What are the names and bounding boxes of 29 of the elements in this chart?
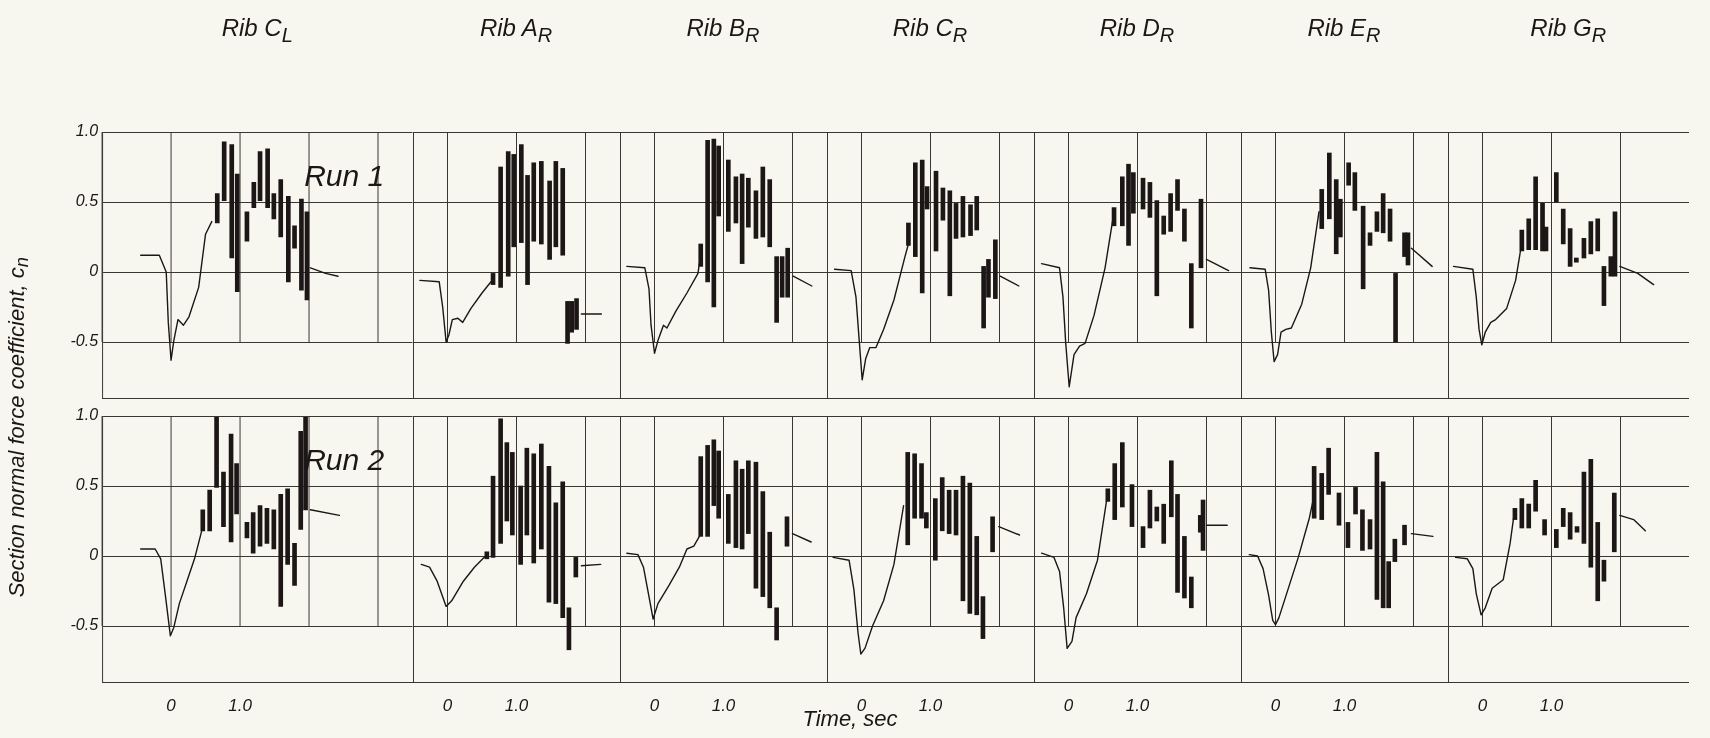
x-tick-label: 0 [166, 695, 177, 715]
y-tick-label: 0 [89, 546, 99, 564]
y-tick-label: 0.5 [75, 192, 99, 210]
x-tick-label: 0 [649, 695, 660, 715]
x-tick-label: 1.0 [711, 695, 736, 715]
chart-title: Rib D$_{R}$ [1098, 14, 1176, 47]
chart-title: Rib C$_{R}$ [891, 14, 969, 47]
y-tick-label: -0.5 [70, 332, 99, 350]
y-tick-label: 0 [89, 262, 99, 280]
x-tick-label: 0 [1477, 695, 1488, 715]
x-tick-label: 1.0 [918, 695, 943, 715]
x-tick-label: 0 [1063, 695, 1074, 715]
x-tick-label: 1.0 [1125, 695, 1150, 715]
annotation: Run 1 [304, 158, 385, 192]
y-tick-label: 1.0 [75, 122, 99, 140]
x-tick-label: 1.0 [1539, 695, 1564, 715]
chart-title: Rib G$_{R}$ [1529, 14, 1608, 47]
chart-title: Rib B$_{R}$ [685, 14, 761, 47]
y-tick-label: 1.0 [75, 406, 99, 424]
x-tick-label: 1.0 [504, 695, 529, 715]
chart-title: Rib C$_{L}$ [220, 14, 294, 47]
x-tick-label: 0 [442, 695, 453, 715]
y-tick-label: -0.5 [70, 616, 99, 634]
chart-title: Rib A$_{R}$ [478, 14, 554, 47]
y-tick-label: 0.5 [75, 476, 99, 494]
x-tick-label: 1.0 [1332, 695, 1357, 715]
x-tick-label: 1.0 [228, 695, 253, 715]
x-tick-label: 0 [1270, 695, 1281, 715]
chart-title: Rib E$_{R}$ [1306, 14, 1382, 47]
